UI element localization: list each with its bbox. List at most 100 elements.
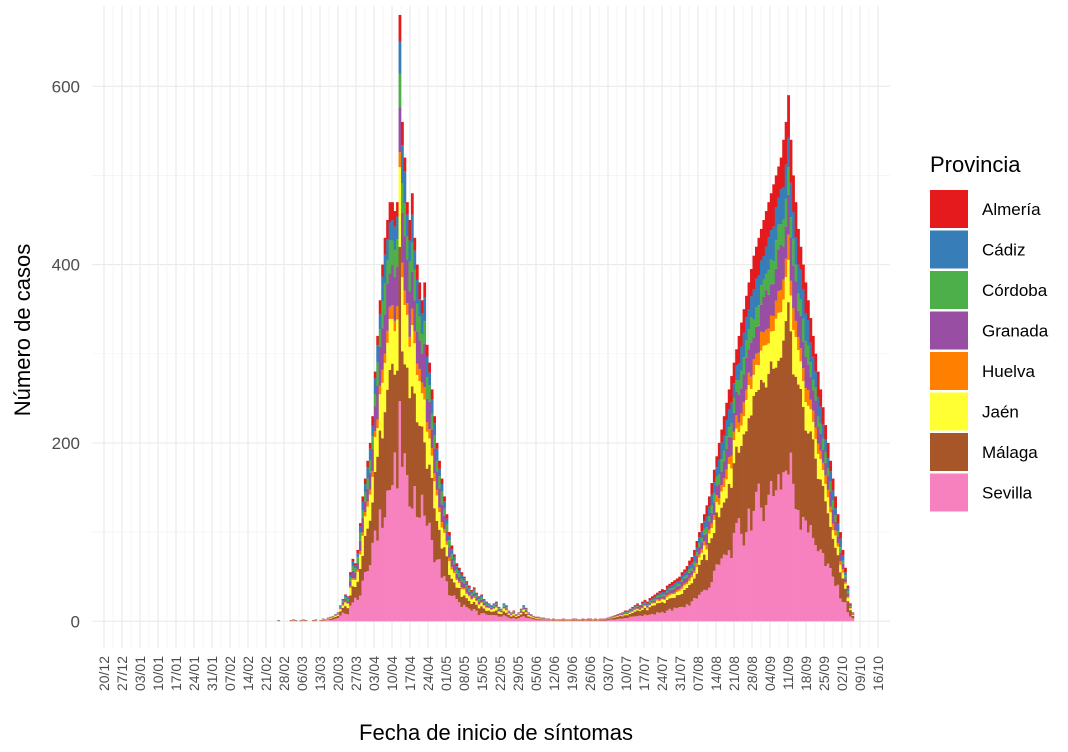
bar-segment: [458, 577, 461, 582]
bar-segment: [849, 608, 852, 610]
bar-segment: [421, 334, 424, 353]
bar-segment: [597, 621, 600, 622]
bar-segment: [446, 556, 449, 581]
bar-segment: [411, 243, 414, 272]
bar-segment: [844, 584, 847, 589]
bar-segment: [334, 616, 337, 617]
bar-segment: [760, 351, 763, 380]
bar-segment: [844, 589, 847, 603]
bar-segment: [710, 506, 713, 513]
bar-segment: [725, 498, 728, 555]
bar-segment: [503, 603, 506, 604]
bar-segment: [428, 438, 431, 464]
bar-segment: [379, 347, 382, 386]
bar-segment: [839, 565, 842, 573]
bar-segment: [473, 598, 476, 602]
bar-segment: [832, 509, 835, 523]
bar-segment: [428, 363, 431, 373]
bar-segment: [587, 620, 590, 621]
bar-segment: [631, 617, 634, 622]
bar-segment: [475, 605, 478, 611]
bar-segment: [483, 608, 486, 613]
bar-segment: [782, 140, 785, 187]
bar-segment: [730, 456, 733, 469]
bar-segment: [329, 620, 332, 621]
bar-segment: [760, 229, 763, 260]
bar-segment: [401, 183, 404, 213]
bar-segment: [735, 349, 738, 365]
bar-segment: [705, 505, 708, 516]
bar-segment: [666, 611, 669, 622]
bar-segment: [718, 517, 721, 565]
bar-segment: [772, 261, 775, 284]
bar-segment: [426, 399, 429, 423]
bar-segment: [448, 532, 451, 536]
bar-segment: [760, 332, 763, 351]
bar-segment: [805, 388, 808, 402]
bar-segment: [777, 167, 780, 198]
bar-segment: [354, 587, 357, 598]
bar-segment: [750, 318, 753, 343]
bar-segment: [842, 602, 845, 621]
bar-segment: [797, 294, 800, 311]
bar-segment: [396, 371, 399, 489]
bar-segment: [790, 453, 793, 622]
bar-segment: [384, 284, 387, 315]
bar-segment: [418, 282, 421, 299]
bar-segment: [344, 602, 347, 603]
bar-segment: [782, 220, 785, 246]
bar-segment: [795, 281, 798, 320]
bar-segment: [500, 610, 503, 611]
bar-segment: [426, 377, 429, 399]
bar-segment: [443, 533, 446, 547]
bar-segment: [683, 590, 686, 607]
bar-segment: [661, 589, 664, 592]
bar-segment: [839, 572, 842, 598]
bar-segment: [391, 202, 394, 220]
bar-segment: [824, 501, 827, 566]
bar-segment: [490, 612, 493, 615]
bar-segment: [656, 597, 659, 599]
bar-segment: [451, 545, 454, 549]
bar-segment: [842, 579, 845, 603]
bar-segment: [433, 508, 436, 562]
bar-segment: [809, 343, 812, 363]
bar-segment: [832, 539, 835, 577]
bar-segment: [757, 276, 760, 305]
bar-segment: [361, 536, 364, 556]
bar-segment: [748, 310, 751, 330]
bar-segment: [621, 612, 624, 613]
bar-segment: [562, 621, 565, 622]
bar-segment: [686, 588, 689, 604]
bar-segment: [366, 478, 369, 488]
bar-segment: [639, 608, 642, 609]
bar-segment: [713, 493, 716, 502]
bar-segment: [366, 461, 369, 468]
bar-segment: [728, 464, 731, 484]
bar-segment: [552, 620, 555, 621]
bar-segment: [374, 406, 377, 431]
bar-segment: [441, 484, 444, 492]
bar-segment: [705, 550, 708, 561]
x-tick-label: 21/08: [726, 656, 742, 691]
bar-segment: [720, 491, 723, 507]
bar-segment: [507, 615, 510, 618]
bar-segment: [406, 315, 409, 368]
x-tick-label: 26/06: [582, 656, 598, 691]
bar-segment: [512, 612, 515, 613]
bar-segment: [478, 615, 481, 621]
bar-segment: [772, 331, 775, 369]
bar-segment: [624, 615, 627, 618]
bar-segment: [663, 613, 666, 621]
bar-segment: [404, 171, 407, 203]
bar-segment: [406, 368, 409, 475]
bar-segment: [626, 611, 629, 612]
bar-segment: [649, 605, 652, 606]
x-tick-label: 24/04: [420, 656, 436, 691]
legend-entry-label: Jaén: [982, 403, 1019, 422]
bar-segment: [787, 137, 790, 167]
bar-segment: [819, 407, 822, 424]
bar-segment: [616, 617, 619, 619]
bar-segment: [775, 301, 778, 319]
